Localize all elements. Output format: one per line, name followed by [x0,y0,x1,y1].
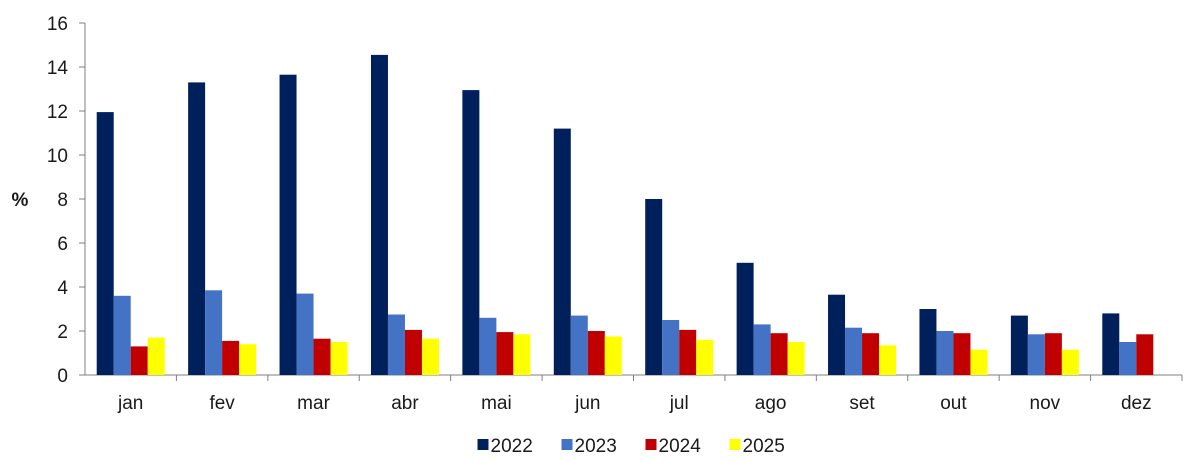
legend-label: 2025 [743,436,785,457]
bar-2025-jun [604,336,622,375]
bar-2022-mai [462,90,480,375]
bar-2023-abr [387,314,405,375]
x-tick-label: abr [391,393,419,414]
bar-2022-fev [188,82,206,376]
y-tick-label: 16 [47,14,68,35]
bar-2024-fev [222,340,240,375]
x-tick-label: mai [481,393,512,414]
bar-2022-jun [553,128,571,375]
legend-label: 2023 [575,436,617,457]
bar-2022-dez [1102,313,1120,375]
bar-2025-mai [513,334,531,375]
bar-2025-fev [239,344,257,375]
bar-2025-mar [330,342,348,375]
bar-2023-jul [662,320,680,375]
bar-2023-out [936,331,954,375]
bar-2022-jan [96,112,114,375]
bar-2024-set [862,333,880,375]
bar-2022-jul [645,199,663,375]
x-tick-label: nov [1030,393,1061,414]
legend-label: 2022 [491,436,533,457]
bar-2024-jan [130,346,148,375]
x-tick-label: ago [755,393,787,414]
legend-swatch-2023 [561,439,573,450]
bar-2024-mar [313,338,331,375]
bar-2023-mar [296,293,314,375]
bar-2024-out [953,333,971,375]
bar-2024-mai [496,332,514,375]
y-tick-label: 0 [57,366,68,387]
legend-swatch-2024 [645,439,657,450]
x-tick-label: fev [209,393,235,414]
bar-2022-out [919,309,937,375]
bars [96,54,1154,376]
bar-2023-jan [113,295,131,375]
bar-2025-nov [1061,349,1079,375]
bar-2025-set [879,345,897,375]
bar-2022-abr [370,54,388,376]
bar-2023-nov [1027,334,1045,375]
x-tick-label: dez [1121,393,1152,414]
x-axis: jan fev mar abr mai jun jul ago set out nov dez [85,374,1183,414]
bar-2023-ago [753,324,771,375]
y-axis-label: % [12,190,29,211]
bar-2022-nov [1010,315,1028,375]
bar-2024-dez [1136,334,1154,375]
bar-2025-out [970,349,988,375]
bar-2025-jan [147,337,165,375]
y-tick-label: 2 [57,322,68,343]
bar-2023-dez [1119,342,1137,375]
y-tick-label: 6 [57,234,68,255]
x-tick-label: jun [574,393,600,414]
legend-swatch-2022 [477,439,489,450]
bar-2022-set [828,294,846,375]
legend-label: 2024 [659,436,702,457]
bar-2024-abr [404,329,422,375]
y-tick-label: 14 [47,58,69,79]
bar-2025-abr [421,338,439,375]
y-tick-label: 12 [47,102,68,123]
x-tick-label: set [849,393,875,414]
bar-2024-jun [587,331,605,375]
bar-2024-ago [770,333,788,375]
bar-2023-mai [479,317,497,375]
bar-2024-nov [1044,333,1062,375]
legend: 2022 2023 2024 2025 [477,436,785,457]
legend-swatch-2025 [729,439,741,450]
bar-2023-fev [205,290,223,375]
x-tick-label: jul [669,393,689,414]
x-tick-label: mar [297,393,330,414]
bar-2024-jul [679,329,697,375]
x-tick-label: out [940,393,967,414]
y-tick-label: 8 [57,190,68,211]
bar-2023-set [845,327,863,375]
bar-2022-mar [279,74,297,375]
y-tick-label: 4 [57,278,68,299]
bar-2025-jul [696,339,714,375]
y-tick-label: 10 [47,146,68,167]
bar-2022-ago [736,262,754,375]
x-tick-label: jan [117,393,143,414]
bar-2025-ago [787,342,805,375]
bar-2023-jun [570,315,588,375]
y-axis: 0 2 4 6 8 10 12 14 16 [47,14,86,387]
